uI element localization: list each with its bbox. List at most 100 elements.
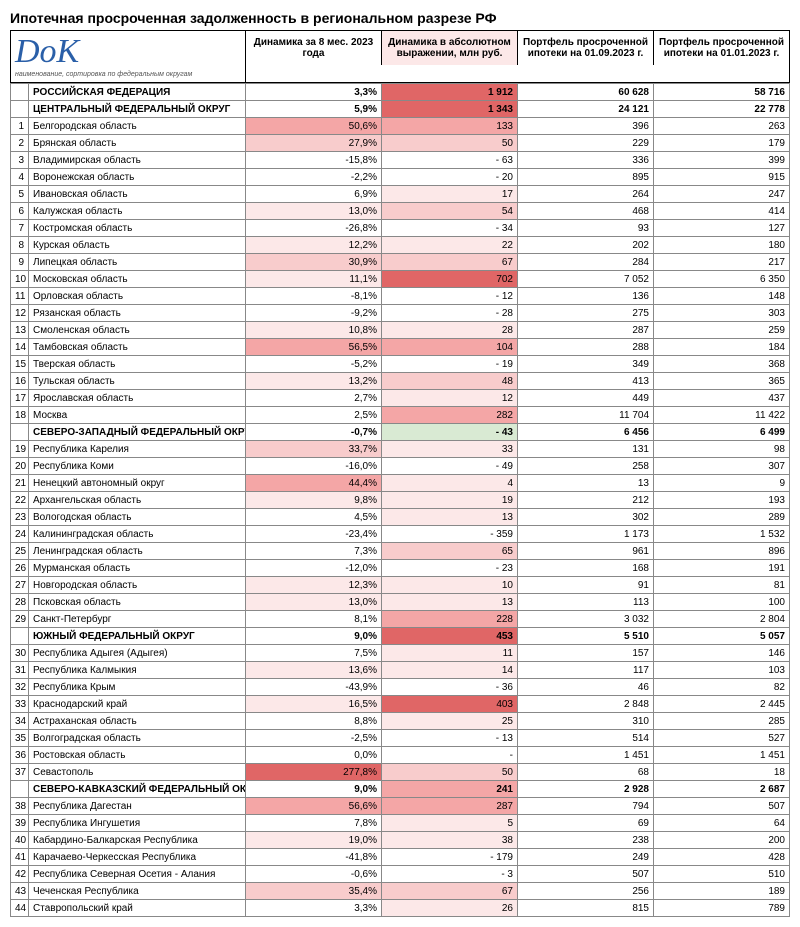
table-cell: Калужская область — [29, 203, 246, 220]
table-cell: 35,4% — [246, 883, 382, 900]
table-cell: - 34 — [382, 220, 518, 237]
table-cell: 25 — [382, 713, 518, 730]
table-cell: 5 057 — [654, 628, 790, 645]
table-row: 33Краснодарский край16,5%4032 8482 445 — [11, 696, 790, 713]
table-cell: 3,3% — [246, 84, 382, 101]
table-cell: 11,1% — [246, 271, 382, 288]
table-cell: Республика Дагестан — [29, 798, 246, 815]
table-cell: - 20 — [382, 169, 518, 186]
table-cell: 1 173 — [518, 526, 654, 543]
table-cell: - 28 — [382, 305, 518, 322]
table-cell: 1 — [11, 118, 29, 135]
table-cell: Астраханская область — [29, 713, 246, 730]
table-cell: 39 — [11, 815, 29, 832]
logo-subtitle: наименование, сортировка по федеральным … — [15, 71, 241, 78]
table-cell: -2,5% — [246, 730, 382, 747]
table-cell: 8,1% — [246, 611, 382, 628]
table-cell: - 13 — [382, 730, 518, 747]
table-cell: 5 — [382, 815, 518, 832]
table-cell: 81 — [654, 577, 790, 594]
table-cell: Ростовская область — [29, 747, 246, 764]
table-cell: Санкт-Петербург — [29, 611, 246, 628]
table-cell: 27,9% — [246, 135, 382, 152]
table-cell: 31 — [11, 662, 29, 679]
table-row: 22Архангельская область9,8%19212193 — [11, 492, 790, 509]
table-cell: 127 — [654, 220, 790, 237]
table-cell: 56,5% — [246, 339, 382, 356]
table-cell: 368 — [654, 356, 790, 373]
table-cell: 6 456 — [518, 424, 654, 441]
table-cell: 2,7% — [246, 390, 382, 407]
table-row: 37Севастополь277,8%506818 — [11, 764, 790, 781]
table-cell: 9,8% — [246, 492, 382, 509]
table-cell: 67 — [382, 254, 518, 271]
page-title: Ипотечная просроченная задолженность в р… — [10, 10, 790, 26]
table-cell: 193 — [654, 492, 790, 509]
table-cell: 19,0% — [246, 832, 382, 849]
table-cell: 1 532 — [654, 526, 790, 543]
table-row: 29Санкт-Петербург8,1%2283 0322 804 — [11, 611, 790, 628]
table-cell: 13 — [11, 322, 29, 339]
table-cell: 282 — [382, 407, 518, 424]
table-cell: - 49 — [382, 458, 518, 475]
table-cell: 1 912 — [382, 84, 518, 101]
table-cell: 24 — [11, 526, 29, 543]
table-cell: 30,9% — [246, 254, 382, 271]
table-cell: 21 — [11, 475, 29, 492]
table-cell: Мурманская область — [29, 560, 246, 577]
table-cell: 794 — [518, 798, 654, 815]
table-cell: 18 — [654, 764, 790, 781]
table-cell: 310 — [518, 713, 654, 730]
table-cell: -0,6% — [246, 866, 382, 883]
table-row: СЕВЕРО-ЗАПАДНЫЙ ФЕДЕРАЛЬНЫЙ ОКРУГ-0,7%- … — [11, 424, 790, 441]
table-row: 12Рязанская область-9,2%- 28275303 — [11, 305, 790, 322]
table-cell: 14 — [11, 339, 29, 356]
col-header-3: Портфель просроченной ипотеки на 01.09.2… — [518, 31, 654, 65]
table-cell: Ленинградская область — [29, 543, 246, 560]
table-cell: 16,5% — [246, 696, 382, 713]
table-cell: -26,8% — [246, 220, 382, 237]
table-cell: 4 — [382, 475, 518, 492]
table-cell: 12,2% — [246, 237, 382, 254]
table-cell: 4 — [11, 169, 29, 186]
table-cell: Москва — [29, 407, 246, 424]
table-cell: 38 — [11, 798, 29, 815]
table-cell: 48 — [382, 373, 518, 390]
table-cell: 7 052 — [518, 271, 654, 288]
table-cell: 58 716 — [654, 84, 790, 101]
table-cell: Ивановская область — [29, 186, 246, 203]
table-row: ЮЖНЫЙ ФЕДЕРАЛЬНЫЙ ОКРУГ9,0%4535 5105 057 — [11, 628, 790, 645]
table-cell: 510 — [654, 866, 790, 883]
table-cell: ЦЕНТРАЛЬНЫЙ ФЕДЕРАЛЬНЫЙ ОКРУГ — [29, 101, 246, 118]
table-cell: 41 — [11, 849, 29, 866]
table-cell: - 19 — [382, 356, 518, 373]
table-row: 14Тамбовская область56,5%104288184 — [11, 339, 790, 356]
table-cell: Владимирская область — [29, 152, 246, 169]
table-cell: 13 — [518, 475, 654, 492]
table-cell: 507 — [654, 798, 790, 815]
table-cell: 11 422 — [654, 407, 790, 424]
table-row: 44Ставропольский край3,3%26815789 — [11, 900, 790, 917]
table-cell: 10,8% — [246, 322, 382, 339]
table-cell: 403 — [382, 696, 518, 713]
table-cell: СЕВЕРО-КАВКАЗСКИЙ ФЕДЕРАЛЬНЫЙ ОКРУГ — [29, 781, 246, 798]
table-cell: 22 778 — [654, 101, 790, 118]
table-cell: 67 — [382, 883, 518, 900]
table-cell: 256 — [518, 883, 654, 900]
table-cell: 399 — [654, 152, 790, 169]
table-cell: 3 032 — [518, 611, 654, 628]
data-table: РОССИЙСКАЯ ФЕДЕРАЦИЯ3,3%1 91260 62858 71… — [10, 83, 790, 917]
table-cell: Липецкая область — [29, 254, 246, 271]
table-cell: 13 — [382, 509, 518, 526]
table-cell: 44,4% — [246, 475, 382, 492]
table-cell: Ставропольский край — [29, 900, 246, 917]
table-cell: 238 — [518, 832, 654, 849]
table-cell: 54 — [382, 203, 518, 220]
table-cell: Республика Адыгея (Адыгея) — [29, 645, 246, 662]
table-cell: 136 — [518, 288, 654, 305]
table-cell: Республика Коми — [29, 458, 246, 475]
table-cell: 0,0% — [246, 747, 382, 764]
table-cell: 179 — [654, 135, 790, 152]
table-row: 3Владимирская область-15,8%- 63336399 — [11, 152, 790, 169]
table-row: 16Тульская область13,2%48413365 — [11, 373, 790, 390]
